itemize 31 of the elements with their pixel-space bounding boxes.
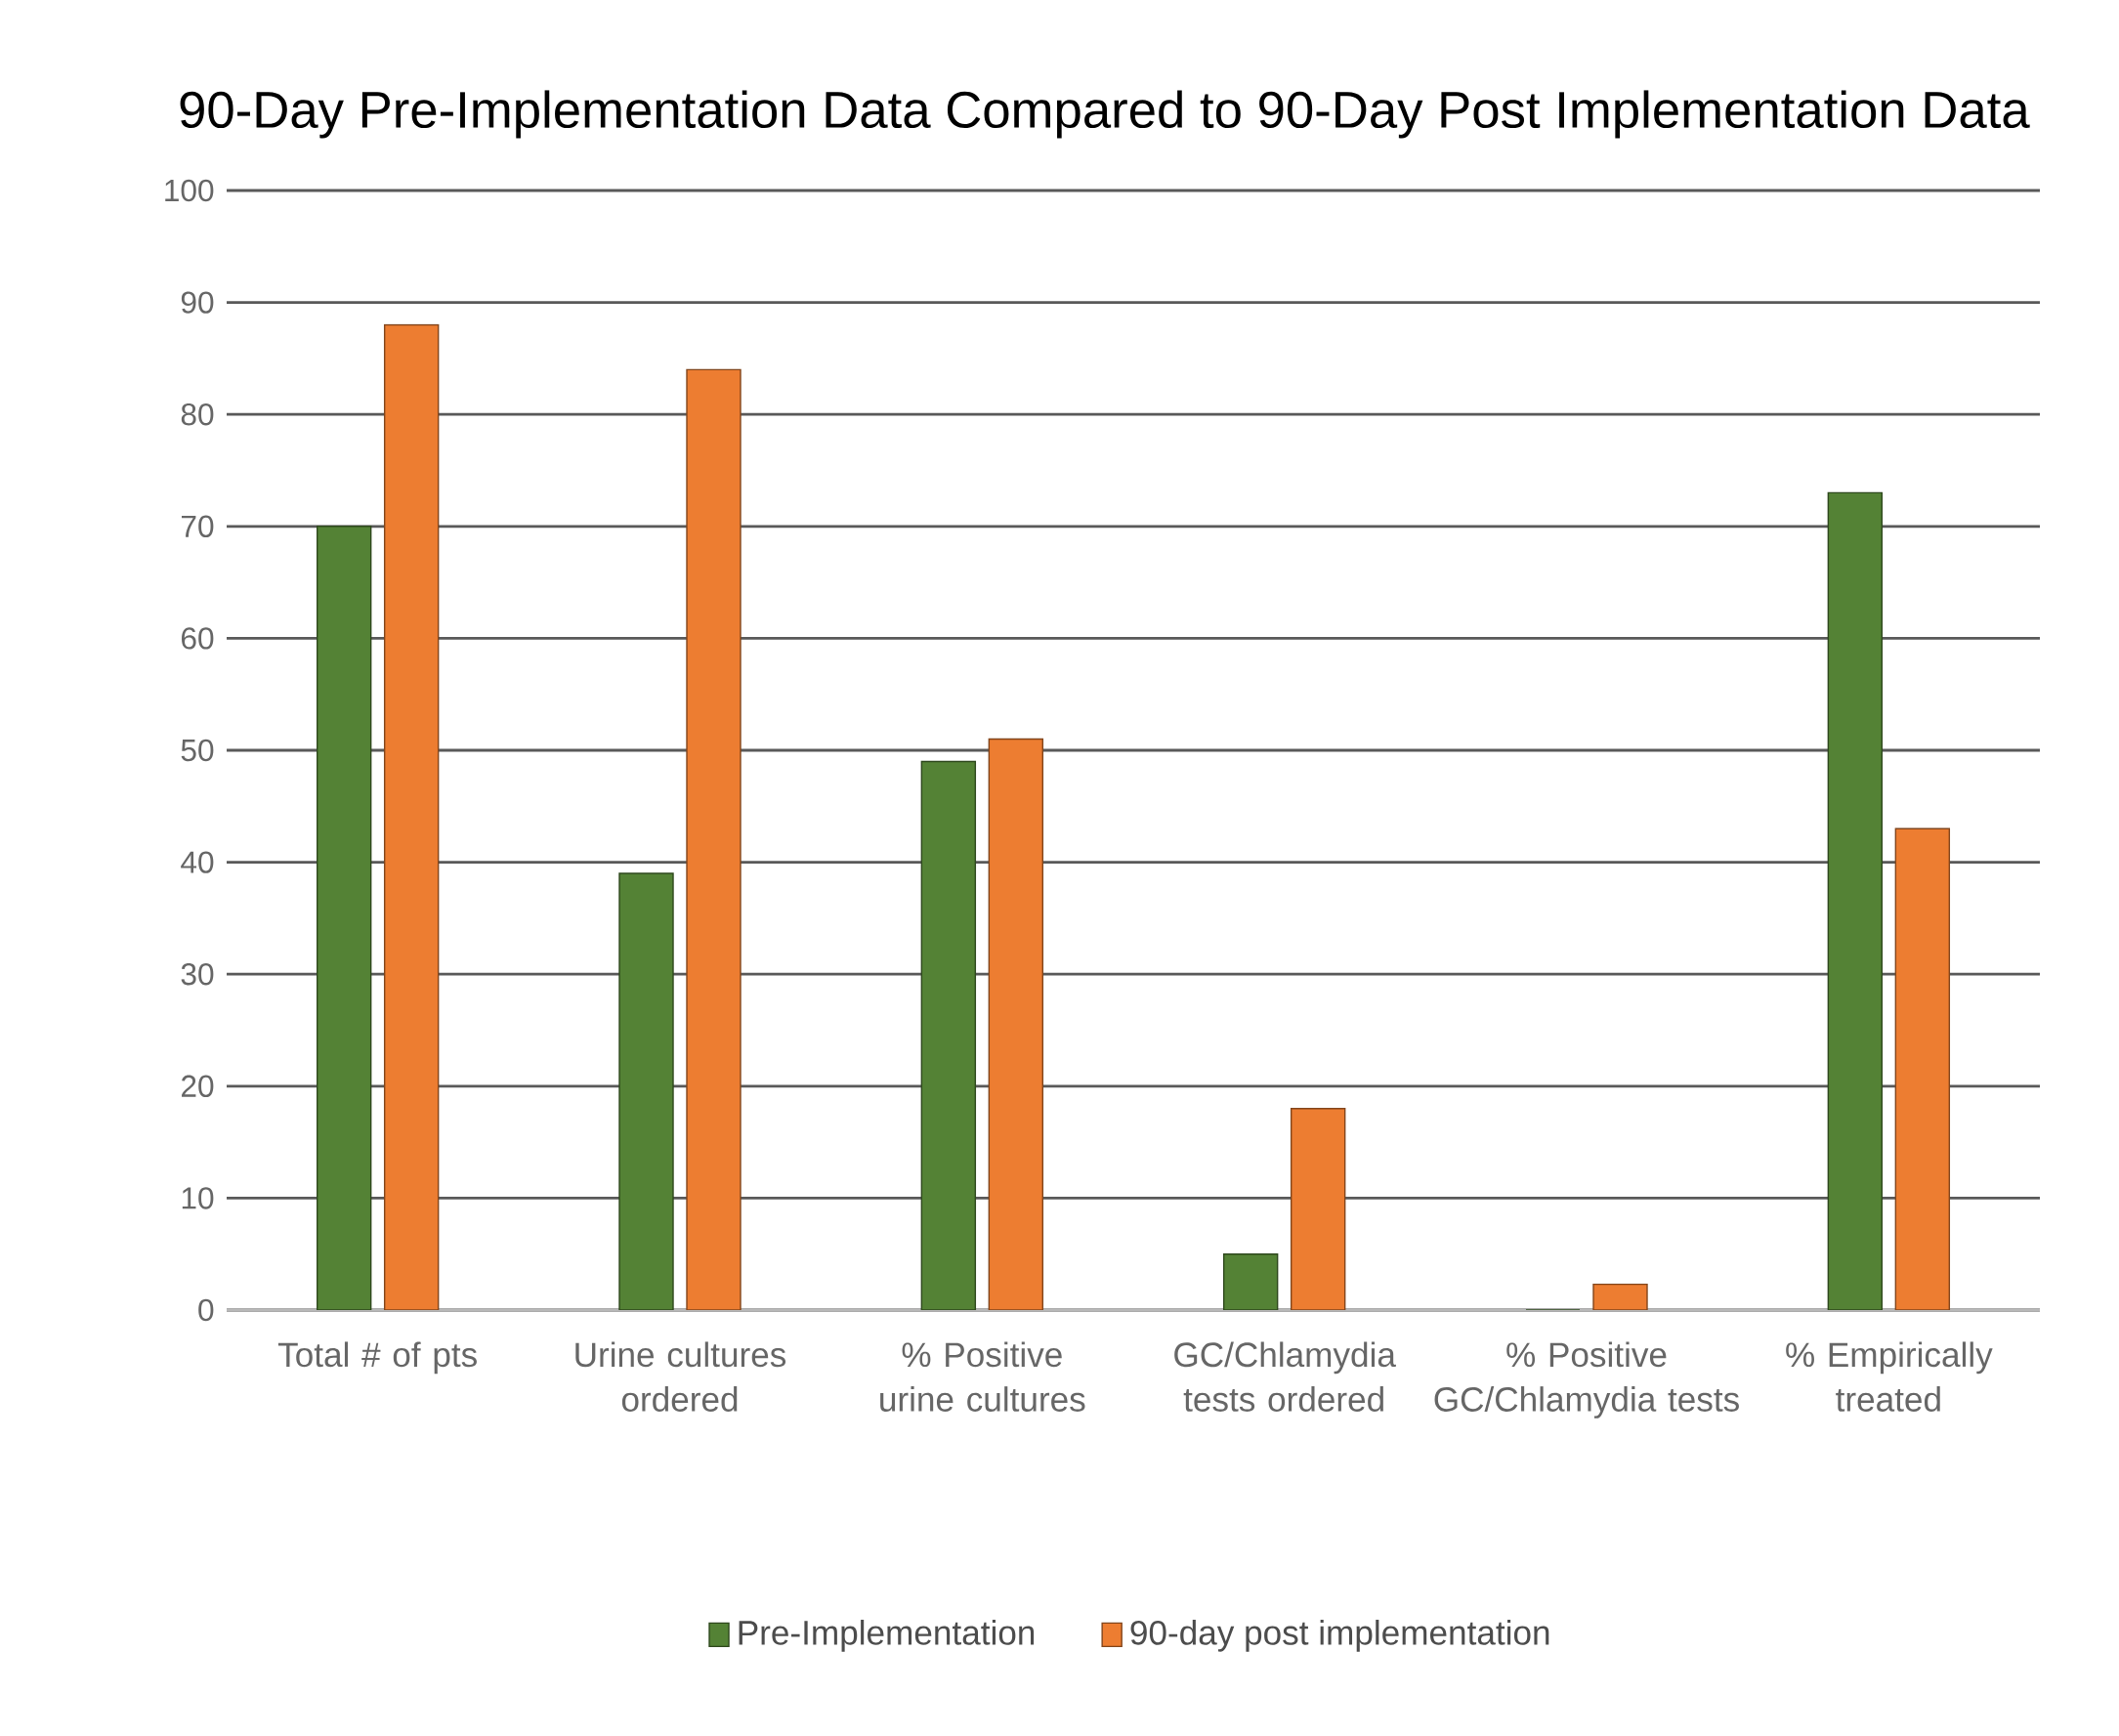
y-tick-label: 70: [182, 515, 214, 538]
y-tick-label: 90: [181, 291, 214, 314]
y-tick-label: 60: [182, 627, 214, 650]
x-tick-label: Urine cultures ordered: [575, 1341, 786, 1412]
y-tick-label: 50: [181, 739, 214, 762]
legend-label: 90-day post implementation: [1130, 1619, 1549, 1652]
y-tick-label: 80: [181, 402, 214, 426]
bar: [1894, 827, 1951, 1311]
bar: [618, 872, 674, 1311]
bar: [988, 738, 1044, 1311]
y-tick-label: 100: [165, 179, 214, 202]
bar: [1592, 1283, 1648, 1311]
legend-label: Pre-Implementation: [739, 1619, 1035, 1652]
bar: [1222, 1253, 1279, 1311]
chart-title: 90-Day Pre-Implementation Data Compared to 90-Day Post Implementation Data: [180, 90, 2030, 139]
bar: [920, 760, 977, 1311]
x-tick-label: % Empirically treated: [1786, 1341, 1993, 1412]
x-tick-label: GC/Chlamydia tests ordered: [1174, 1341, 1396, 1412]
y-tick-label: 0: [198, 1298, 214, 1322]
x-tick-label: Total # of pts: [277, 1341, 477, 1375]
y-tick-label: 30: [181, 962, 214, 986]
x-tick-label: % Positive urine cultures: [880, 1341, 1085, 1412]
y-tick-label: 10: [182, 1187, 214, 1209]
y-tick-label: 40: [181, 851, 214, 873]
y-tick-label: 20: [182, 1075, 214, 1098]
bar: [1827, 491, 1884, 1311]
x-tick-label: % Positive GC/Chlamydia tests: [1434, 1341, 1739, 1418]
bar: [686, 368, 742, 1311]
bar: [1290, 1108, 1346, 1311]
bar: [316, 526, 372, 1311]
bar: [383, 323, 440, 1311]
